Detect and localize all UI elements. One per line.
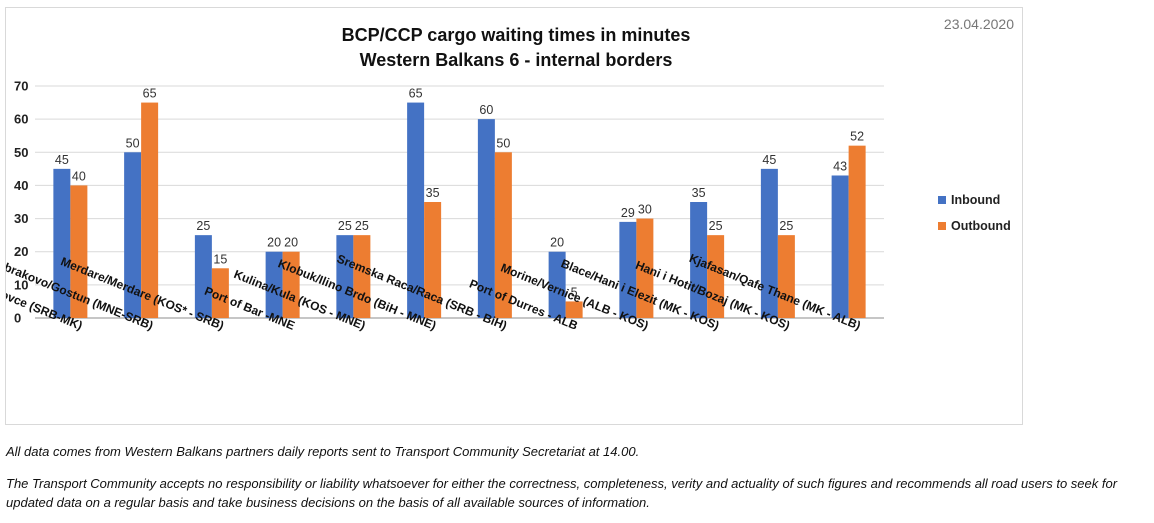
- y-tick-label: 70: [14, 79, 28, 94]
- y-tick-label: 40: [14, 178, 28, 193]
- bar-outbound: [141, 102, 159, 318]
- y-tick-label: 60: [14, 112, 28, 127]
- bar-outbound: [353, 235, 371, 318]
- grid-lines: [35, 85, 884, 319]
- bar-outbound: [282, 251, 300, 318]
- legend-label-outbound: Outbound: [951, 219, 1011, 233]
- data-label: 25: [779, 219, 793, 233]
- chart-frame: BCP/CCP cargo waiting times in minutes W…: [5, 7, 1023, 425]
- data-label: 60: [479, 103, 493, 117]
- bar-inbound: [760, 168, 778, 318]
- data-label: 45: [762, 153, 776, 167]
- bar-inbound: [194, 235, 212, 318]
- data-label: 35: [692, 186, 706, 200]
- data-label: 52: [850, 130, 864, 144]
- bar-outbound: [777, 235, 795, 318]
- data-label: 25: [196, 219, 210, 233]
- data-label: 29: [621, 206, 635, 220]
- bar-inbound: [407, 102, 425, 318]
- data-label: 40: [72, 169, 86, 183]
- y-tick-label: 10: [14, 277, 28, 292]
- bar-inbound: [831, 175, 849, 318]
- bar-outbound: [424, 202, 442, 318]
- data-label: 65: [143, 87, 157, 101]
- bar-inbound: [265, 251, 283, 318]
- y-axis-ticks: 0 10 20 30 40 50 60 70: [14, 79, 28, 326]
- data-label: 25: [355, 219, 369, 233]
- bar-outbound: [636, 218, 654, 318]
- chart-title: BCP/CCP cargo waiting times in minutes: [342, 25, 691, 45]
- data-label: 20: [267, 236, 281, 250]
- legend-label-inbound: Inbound: [951, 193, 1000, 207]
- data-label: 50: [126, 136, 140, 150]
- data-label: 15: [213, 252, 227, 266]
- data-label: 43: [833, 159, 847, 173]
- y-tick-label: 0: [14, 311, 21, 326]
- bar-inbound: [124, 152, 142, 318]
- bar-chart: BCP/CCP cargo waiting times in minutes W…: [6, 16, 1014, 333]
- legend-swatch-inbound: [938, 196, 946, 204]
- bar-inbound: [336, 235, 354, 318]
- chart-date: 23.04.2020: [944, 16, 1014, 32]
- bar-inbound: [477, 119, 495, 319]
- data-label: 45: [55, 153, 69, 167]
- bar-inbound: [548, 251, 566, 318]
- data-label: 25: [338, 219, 352, 233]
- data-label: 25: [709, 219, 723, 233]
- source-footnote: All data comes from Western Balkans part…: [6, 444, 640, 459]
- bar-outbound: [565, 301, 583, 318]
- legend-swatch-outbound: [938, 222, 946, 230]
- y-tick-label: 20: [14, 244, 28, 259]
- data-label: 30: [638, 203, 652, 217]
- data-label: 35: [426, 186, 440, 200]
- bar-outbound: [494, 152, 512, 318]
- bar-outbound: [707, 235, 725, 318]
- bar-inbound: [619, 221, 637, 318]
- bar-inbound: [690, 202, 708, 318]
- legend: Inbound Outbound: [938, 193, 1011, 233]
- data-label: 65: [409, 87, 423, 101]
- bar-outbound: [70, 185, 88, 318]
- y-tick-label: 50: [14, 145, 28, 160]
- data-label: 50: [496, 136, 510, 150]
- chart-subtitle: Western Balkans 6 - internal borders: [360, 50, 673, 70]
- bar-outbound: [211, 268, 229, 318]
- bar-inbound: [53, 168, 71, 318]
- disclaimer-footnote: The Transport Community accepts no respo…: [6, 476, 1118, 510]
- y-tick-label: 30: [14, 211, 28, 226]
- data-label: 20: [284, 236, 298, 250]
- bar-outbound: [848, 145, 866, 318]
- bars: [53, 102, 866, 319]
- data-label: 5: [571, 285, 578, 299]
- data-label: 20: [550, 236, 564, 250]
